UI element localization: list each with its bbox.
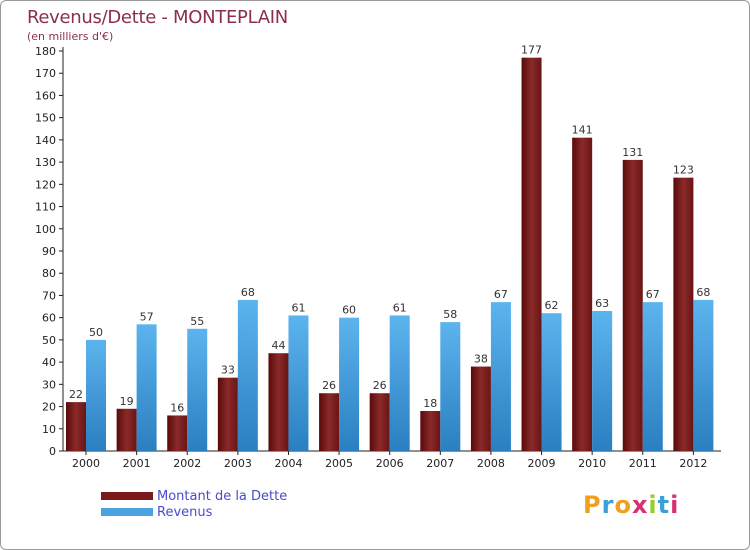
- x-tick-label: 2002: [173, 457, 201, 470]
- data-label-revenus: 61: [393, 301, 407, 314]
- x-tick-label: 2012: [679, 457, 707, 470]
- legend-swatch-dette: [101, 492, 153, 500]
- x-tick-label: 2011: [629, 457, 657, 470]
- y-tick-label: 50: [42, 334, 56, 347]
- bar-revenus: [339, 317, 360, 451]
- bar-revenus: [592, 311, 613, 451]
- bar-dette: [268, 353, 289, 451]
- bar-revenus: [86, 339, 106, 451]
- legend-item-revenus: Revenus: [101, 504, 287, 520]
- data-label-dette: 18: [423, 397, 437, 410]
- data-label-revenus: 68: [241, 286, 255, 299]
- data-label-dette: 131: [622, 146, 643, 159]
- chart-subtitle: (en milliers d'€): [27, 30, 114, 43]
- bar-dette: [369, 393, 390, 451]
- bar-dette: [622, 159, 643, 451]
- data-label-dette: 26: [322, 379, 336, 392]
- data-label-revenus: 60: [342, 304, 356, 317]
- x-tick-label: 2010: [578, 457, 606, 470]
- y-tick-label: 0: [49, 445, 56, 458]
- x-tick-label: 2004: [274, 457, 302, 470]
- bar-revenus: [136, 324, 157, 451]
- data-label-revenus: 68: [696, 286, 710, 299]
- y-tick-label: 70: [42, 289, 56, 302]
- bar-revenus: [389, 315, 410, 451]
- chart-title: Revenus/Dette - MONTEPLAIN: [27, 7, 288, 28]
- x-tick-label: 2005: [325, 457, 353, 470]
- data-label-dette: 19: [120, 395, 134, 408]
- legend-label-dette: Montant de la Dette: [157, 488, 288, 504]
- y-tick-label: 120: [35, 178, 56, 191]
- y-tick-label: 110: [35, 201, 56, 214]
- y-tick-label: 80: [42, 267, 56, 280]
- x-tick-label: 2006: [376, 457, 404, 470]
- bar-dette: [673, 177, 694, 451]
- y-tick-label: 180: [35, 45, 56, 58]
- data-label-revenus: 55: [190, 315, 204, 328]
- data-label-revenus: 63: [595, 297, 609, 310]
- legend-label-revenus: Revenus: [157, 504, 213, 520]
- bar-dette: [66, 402, 86, 451]
- y-tick-label: 100: [35, 223, 56, 236]
- bar-dette: [420, 411, 441, 451]
- bar-revenus: [541, 313, 562, 451]
- bar-dette: [167, 415, 188, 451]
- bar-dette: [217, 377, 238, 451]
- data-label-dette: 26: [373, 379, 387, 392]
- bar-chart: 0 10 20 30 40 50 60 70 80 90 100 110 120 130 140 150 160…: [35, 44, 721, 470]
- y-tick-label: 30: [42, 378, 56, 391]
- data-label-revenus: 67: [494, 288, 508, 301]
- data-label-revenus: 57: [140, 310, 154, 323]
- bar-revenus: [187, 328, 208, 451]
- y-tick-label: 170: [35, 67, 56, 80]
- y-tick-label: 10: [42, 423, 56, 436]
- data-label-dette: 38: [474, 353, 488, 366]
- x-tick-label: 2008: [477, 457, 505, 470]
- y-tick-label: 20: [42, 401, 56, 414]
- bar-revenus: [288, 315, 309, 451]
- bar-dette: [116, 408, 137, 451]
- data-label-dette: 33: [221, 364, 235, 377]
- legend: Montant de la Dette Revenus: [101, 488, 287, 520]
- data-label-revenus: 50: [89, 326, 103, 339]
- legend-item-dette: Montant de la Dette: [101, 488, 287, 504]
- bar-dette: [572, 137, 593, 451]
- y-tick-label: 130: [35, 156, 56, 169]
- x-tick-label: 2009: [528, 457, 556, 470]
- data-label-revenus: 61: [291, 301, 305, 314]
- bar-revenus: [490, 302, 511, 451]
- data-label-dette: 22: [69, 388, 83, 401]
- y-tick-label: 140: [35, 134, 56, 147]
- bar-revenus: [642, 302, 663, 451]
- x-tick-label: 2001: [123, 457, 151, 470]
- y-tick-label: 90: [42, 245, 56, 258]
- bar-revenus: [693, 299, 714, 451]
- y-tick-label: 40: [42, 356, 56, 369]
- data-label-revenus: 67: [646, 288, 660, 301]
- y-tick-label: 60: [42, 312, 56, 325]
- y-tick-label: 150: [35, 112, 56, 125]
- data-label-dette: 16: [170, 401, 184, 414]
- bar-dette: [470, 366, 491, 451]
- legend-swatch-revenus: [101, 508, 153, 516]
- data-label-revenus: 58: [443, 308, 457, 321]
- data-label-dette: 141: [572, 124, 593, 137]
- x-tick-label: 2000: [72, 457, 100, 470]
- data-label-revenus: 62: [545, 299, 559, 312]
- x-tick-label: 2007: [426, 457, 454, 470]
- bar-revenus: [237, 299, 258, 451]
- data-label-dette: 44: [271, 339, 285, 352]
- data-label-dette: 123: [673, 164, 694, 177]
- data-label-dette: 177: [521, 44, 542, 57]
- y-tick-label: 160: [35, 89, 56, 102]
- x-tick-label: 2003: [224, 457, 252, 470]
- proxiti-logo: Proxiti: [583, 491, 680, 519]
- bar-revenus: [440, 322, 461, 451]
- bar-dette: [521, 57, 542, 452]
- bar-dette: [319, 393, 340, 451]
